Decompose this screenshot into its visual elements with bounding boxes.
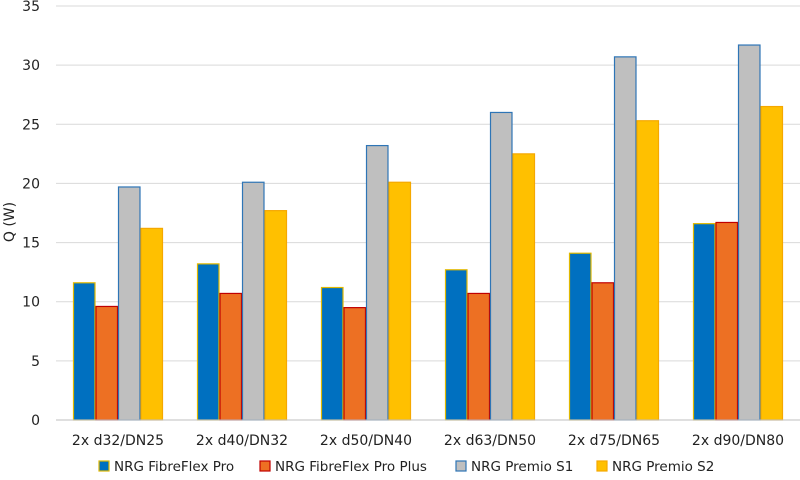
legend-swatch [455,460,467,472]
bar [636,120,660,421]
y-tick-label: 35 [22,0,40,15]
x-tick-label: 2x d50/DN40 [320,433,412,449]
bar [467,292,491,421]
bar [568,252,592,421]
x-tick-label: 2x d32/DN25 [72,433,164,449]
y-tick-label: 15 [22,236,40,252]
bar [715,221,739,421]
y-axis-title: Q (W) [2,202,18,242]
gridlines [56,5,800,362]
bar [219,292,243,421]
legend-label: NRG FibreFlex Pro Plus [275,459,427,475]
y-tick-label: 30 [22,58,40,74]
x-tick-label: 2x d90/DN80 [692,433,784,449]
bar [264,210,288,421]
legend-label: NRG FibreFlex Pro [114,459,234,475]
bar [343,307,367,421]
bar [388,181,412,421]
legend-label: NRG Premio S2 [612,459,714,475]
bar [760,105,784,421]
y-tick-label: 5 [31,354,40,370]
y-tick-label: 10 [22,295,40,311]
bar [737,44,761,421]
bar [140,227,164,421]
y-axis-ticks: 0 5 10 15 20 25 30 35 [22,0,40,429]
bar [512,153,536,421]
bar [72,282,96,421]
bar [95,305,119,421]
bar [444,269,468,421]
bars [72,44,784,421]
legend-swatch [98,460,110,472]
bar [196,263,220,421]
x-axis-ticks: 2x d32/DN25 2x d40/DN32 2x d50/DN40 2x d63/… [72,433,784,449]
bar [241,181,265,421]
x-tick-label: 2x d63/DN50 [444,433,536,449]
bar [489,111,513,421]
bar [692,223,716,421]
bar [320,286,344,421]
legend: NRG FibreFlex Pro NRG FibreFlex Pro Plus N… [98,459,714,475]
bar [591,282,615,421]
bar [365,144,389,421]
y-tick-label: 0 [31,413,40,429]
legend-swatch [259,460,271,472]
y-tick-label: 20 [22,176,40,192]
legend-label: NRG Premio S1 [471,459,573,475]
x-tick-label: 2x d40/DN32 [196,433,288,449]
y-tick-label: 25 [22,117,40,133]
x-tick-label: 2x d75/DN65 [568,433,660,449]
bar [613,56,637,421]
legend-swatch [596,460,608,472]
bar [117,186,141,421]
